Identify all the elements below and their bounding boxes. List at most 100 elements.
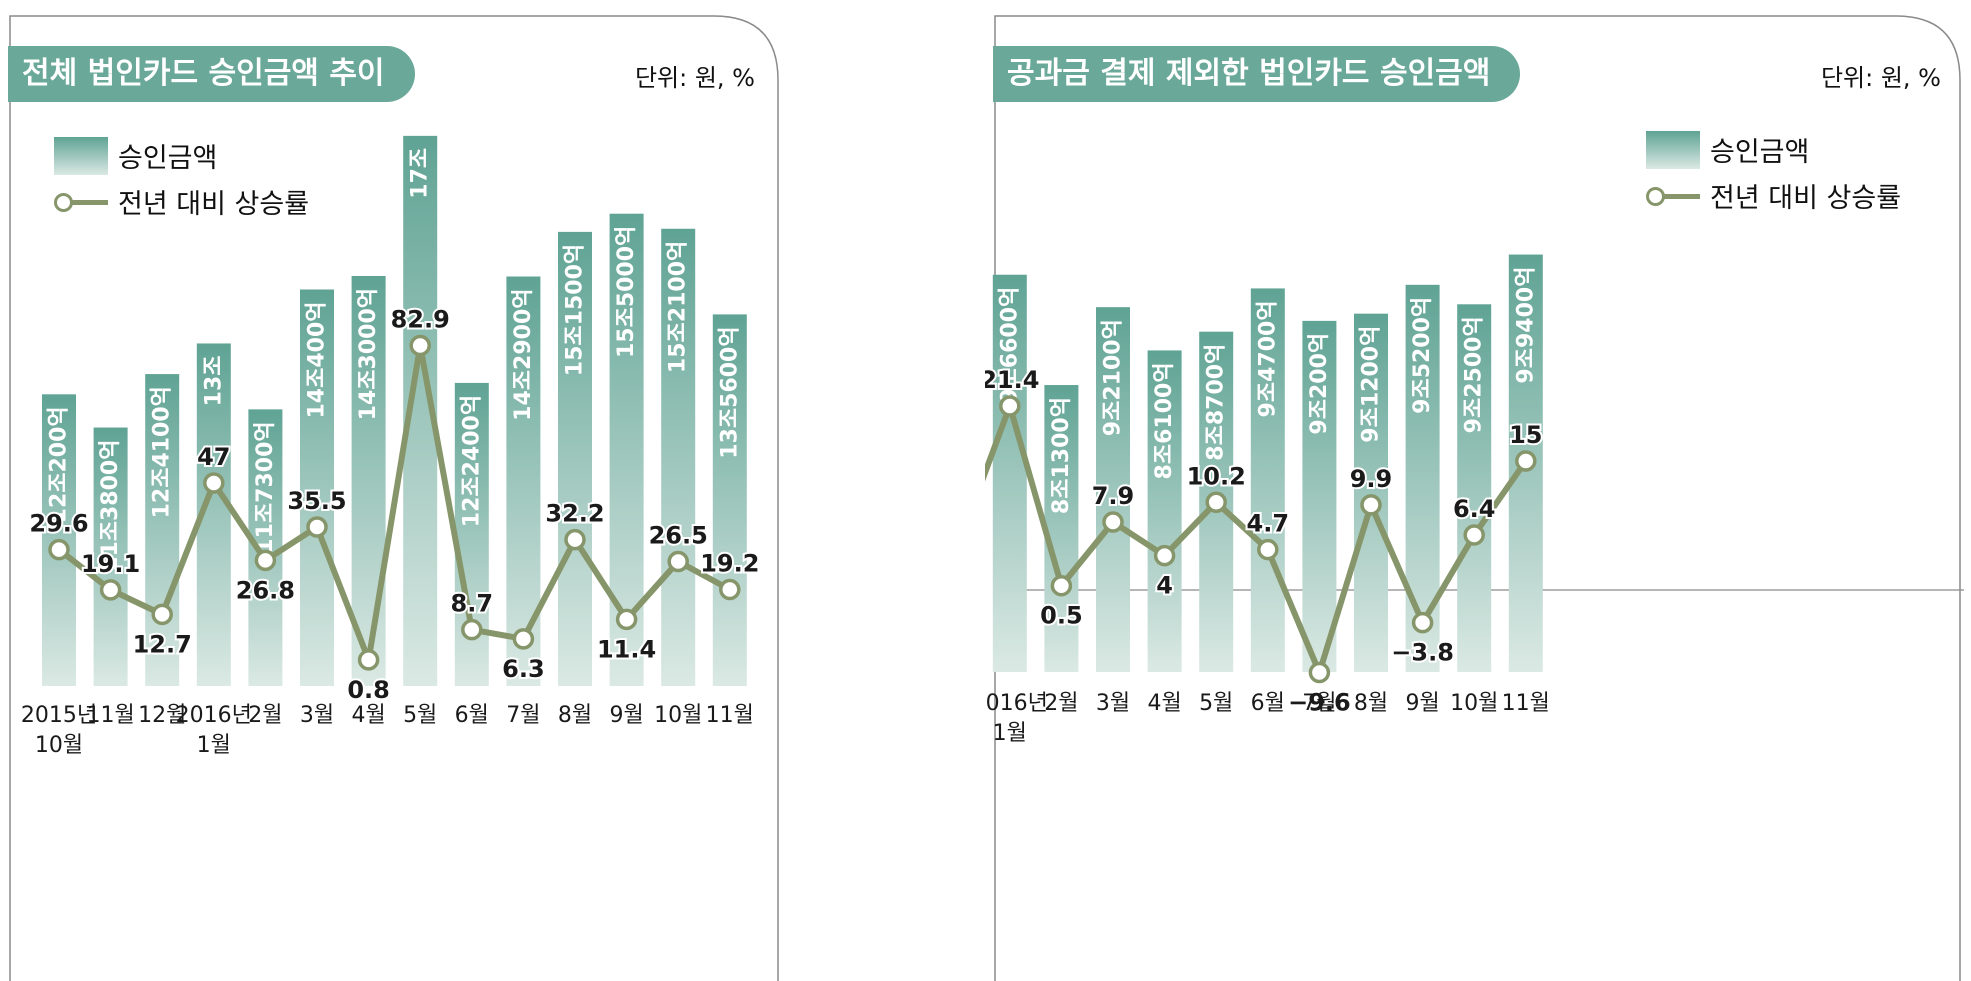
growth-value-label: 6.3 xyxy=(502,655,545,683)
panel-frame xyxy=(9,15,779,981)
legend-bar: 승인금액 xyxy=(54,136,217,175)
bar xyxy=(351,275,386,686)
category-label: 12월 xyxy=(138,703,186,728)
category-label: 1월 xyxy=(197,733,231,758)
unit-label: 단위: 원, % xyxy=(634,64,755,92)
category-label: 7월 xyxy=(1302,691,1336,716)
legend-bar-label: 승인금액 xyxy=(1710,137,1810,168)
category-label: 8월 xyxy=(1354,691,1388,716)
growth-marker xyxy=(1360,494,1382,516)
growth-marker xyxy=(151,603,173,626)
growth-value-label: 19.1 xyxy=(81,550,140,578)
bar-value-label: 11조7300억 xyxy=(253,421,278,553)
growth-value-label: 47 xyxy=(197,443,230,471)
unit-label: 단위: 원, % xyxy=(1820,64,1941,92)
bar-value-label: 14조2900억 xyxy=(511,289,536,421)
chart-canvas-excl-utilities: 8조7000억8조6400억10조3600억9조6600억8조1300억9조21… xyxy=(985,15,1964,981)
growth-value-label: −9.6 xyxy=(1288,689,1351,717)
category-label: 4월 xyxy=(1147,691,1181,716)
bar-value-label: 9조2500억 xyxy=(1462,316,1487,433)
category-label: 6월 xyxy=(455,703,489,728)
growth-value-label: 4.7 xyxy=(1247,510,1290,538)
growth-marker xyxy=(1308,661,1331,684)
bar xyxy=(992,274,1027,672)
growth-marker xyxy=(254,549,277,572)
growth-value-label: 35.5 xyxy=(287,487,346,515)
growth-value-label: 29.6 xyxy=(29,510,88,538)
chart-title: 공과금 결제 제외한 법인카드 승인금액 xyxy=(993,46,1521,102)
category-label: 9월 xyxy=(609,703,643,728)
category-label: 3월 xyxy=(300,703,334,728)
bar-value-label: 15조1500억 xyxy=(563,244,588,376)
growth-value-label: 0.5 xyxy=(1040,602,1083,630)
category-label: 5월 xyxy=(1199,691,1233,716)
legend-bar: 승인금액 xyxy=(1646,130,1809,169)
bar xyxy=(145,374,180,686)
growth-line xyxy=(985,402,1529,676)
chart-title: 전체 법인카드 승인금액 추이 xyxy=(8,46,415,102)
bar-value-label: 9조5200억 xyxy=(1410,297,1435,414)
bar-value-label: 14조400억 xyxy=(305,301,330,418)
growth-value-label: 15 xyxy=(1509,421,1542,449)
bar-value-label: 17조 xyxy=(408,148,433,199)
growth-value-label: 26.5 xyxy=(649,522,708,550)
category-label: 10월 xyxy=(1450,691,1498,716)
growth-value-label: 8.7 xyxy=(451,590,494,618)
legend-bar-swatch xyxy=(54,136,108,175)
legend-bar-label: 승인금액 xyxy=(118,143,218,174)
growth-marker xyxy=(461,618,483,641)
legend-bar-swatch xyxy=(1646,130,1700,169)
growth-marker xyxy=(203,472,225,494)
panel-frame xyxy=(994,15,1961,981)
bar-value-label: 15조5000억 xyxy=(614,226,639,358)
growth-value-label: 4 xyxy=(1156,572,1173,600)
growth-value-label: 10.2 xyxy=(1187,462,1246,490)
growth-value-label: 21.4 xyxy=(985,366,1039,394)
bar-value-label: 9조2100억 xyxy=(1101,319,1126,436)
growth-marker xyxy=(564,528,586,551)
growth-value-label: 32.2 xyxy=(545,500,604,528)
growth-value-label: 7.9 xyxy=(1092,482,1135,510)
growth-marker xyxy=(357,649,380,671)
legend-line-label: 전년 대비 상승률 xyxy=(118,189,310,220)
bar-value-label: 14조3000억 xyxy=(356,288,381,420)
growth-value-label: −3.8 xyxy=(1391,639,1454,667)
bar-value-label: 12조2400억 xyxy=(459,395,484,527)
bar-value-label: 13조 xyxy=(201,355,226,406)
bar xyxy=(661,228,696,687)
growth-value-label: 12.7 xyxy=(133,630,192,658)
growth-marker xyxy=(1515,450,1537,472)
growth-marker xyxy=(719,578,741,601)
growth-value-label: 26.8 xyxy=(236,576,295,604)
category-label: 4월 xyxy=(351,703,385,728)
growth-marker xyxy=(409,334,431,357)
category-label: 2015년 xyxy=(21,703,97,728)
growth-marker xyxy=(615,608,638,631)
growth-marker xyxy=(1205,491,1227,514)
category-label: 10월 xyxy=(35,733,83,758)
bar xyxy=(1096,307,1130,672)
growth-value-label: 11.4 xyxy=(597,635,656,663)
legend-line-marker xyxy=(1646,184,1700,208)
category-label: 9월 xyxy=(1405,691,1439,716)
bar xyxy=(1147,350,1182,672)
growth-marker xyxy=(999,395,1021,417)
bar-value-label: 12조4100억 xyxy=(150,386,175,518)
bar-value-label: 9조200억 xyxy=(1307,333,1332,435)
bar xyxy=(93,427,128,686)
bar-value-label: 9조9400억 xyxy=(1513,267,1538,384)
bar-value-label: 9조1200억 xyxy=(1359,326,1384,443)
growth-marker xyxy=(1050,574,1073,597)
chart-panel-total: 12조200억 11조3800억 12조4100억 13조 11조7300억 14조400… xyxy=(0,0,785,981)
category-label: 1월 xyxy=(993,721,1027,746)
category-label: 11월 xyxy=(86,703,134,728)
legend-line-marker xyxy=(54,190,108,214)
growth-marker xyxy=(512,628,535,650)
category-label: 3월 xyxy=(1096,691,1130,716)
growth-value-label: 9.9 xyxy=(1350,465,1393,493)
bar xyxy=(1302,320,1337,672)
bar-value-label: 12조200억 xyxy=(47,406,72,523)
growth-marker xyxy=(1102,511,1124,533)
growth-value-label: 6.4 xyxy=(1453,495,1496,523)
category-label: 2016년 xyxy=(985,691,1048,716)
